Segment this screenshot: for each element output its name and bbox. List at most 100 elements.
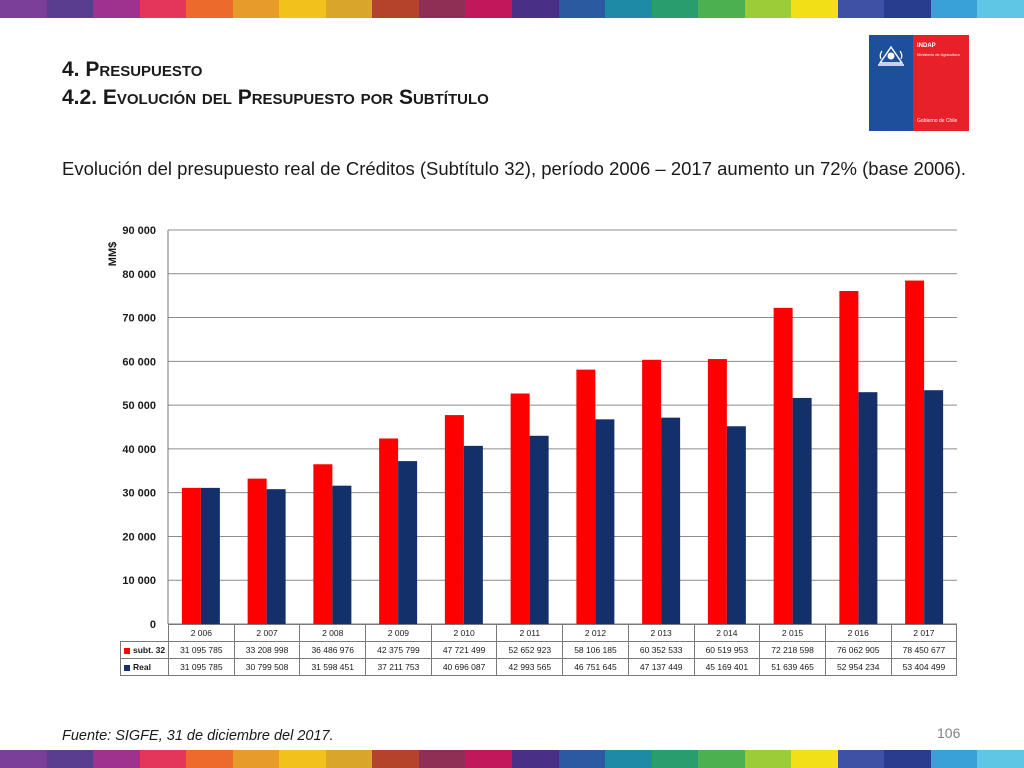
table-cell-subt32: 76 062 905 [824,641,892,659]
table-year-cell: 2 016 [824,624,892,642]
stripe-segment [232,0,280,18]
table-row-years: 2 006 2 007 2 008 2 009 2 010 2 011 2 012 2 013… [120,624,958,642]
stripe-segment [558,0,606,18]
y-tick-label: 20 000 [122,531,156,543]
table-cell-subt32: 58 106 185 [562,641,629,659]
legend-label-subt32: subt. 32 [133,645,166,655]
bar-subt32 [707,359,727,624]
table-cell-subt32: 47 721 499 [430,641,498,659]
stripe-segment [837,750,885,768]
stripe-segment [512,0,559,18]
bar-subt32 [773,307,793,624]
stripe-segment [698,750,745,768]
table-year-cell: 2 007 [233,624,301,642]
stripe-segment [46,750,94,768]
stripe-segment [884,750,931,768]
stripe-segment [279,0,326,18]
bar-real [463,445,483,624]
bar-subt32 [313,464,333,624]
table-row-real: Real 31 095 785 30 799 508 31 598 451 37 21… [120,658,958,676]
table-cell-real: 51 639 465 [759,658,826,676]
bar-subt32 [181,487,201,624]
table-year-cell: 2 015 [759,624,826,642]
stripe-segment [372,0,419,18]
table-cell-real: 40 696 087 [430,658,498,676]
bar-subt32 [379,438,399,624]
bar-real [858,392,878,624]
bar-subt32 [510,393,530,624]
stripe-segment [930,0,978,18]
stripe-segment [418,0,466,18]
logo-blue-panel [869,35,913,131]
stripe-segment [698,0,745,18]
table-cell-real: 45 169 401 [693,658,761,676]
bar-real [726,426,746,624]
stripe-segment [232,750,280,768]
bar-real [792,397,812,624]
logo-red-panel: INDAP Ministerio de Agricultura Gobierno… [913,35,969,131]
y-axis-label: MM$ [107,242,119,266]
stripe-segment [139,750,187,768]
bar-real [661,417,681,624]
stripe-segment [46,0,94,18]
y-tick-label: 10 000 [122,575,156,587]
y-tick-label: 60 000 [122,356,156,368]
bar-subt32 [642,359,662,624]
title-line-1: 4. Presupuesto [62,58,203,81]
stripe-segment [744,0,792,18]
table-year-cell: 2 012 [562,624,629,642]
chart-data-table: 2 006 2 007 2 008 2 009 2 010 2 011 2 012 2 013… [120,624,958,676]
bar-real [529,435,549,624]
stripe-segment [744,750,792,768]
slide-description: Evolución del presupuesto real de Crédit… [62,158,967,179]
table-year-cell: 2 010 [430,624,498,642]
logo-government: Gobierno de Chile [917,118,958,124]
table-cell-subt32: 60 519 953 [693,641,761,659]
table-year-cell: 2 008 [299,624,367,642]
stripe-segment [139,0,187,18]
legend-swatch-real [124,664,130,671]
table-year-cell: 2 014 [693,624,761,642]
bar-real [398,461,418,624]
title-line-2: 4.2. Evolución del Presupuesto por Subtí… [62,86,489,109]
bottom-color-stripe [0,750,1024,768]
stripe-segment [791,750,838,768]
indap-logo: INDAP Ministerio de Agricultura Gobierno… [869,35,969,131]
stripe-segment [884,0,931,18]
table-cell-subt32: 60 352 533 [627,641,695,659]
bar-subt32 [247,478,267,624]
table-year-cell: 2 011 [496,624,564,642]
stripe-segment [512,750,559,768]
stripe-segment [558,750,606,768]
stripe-segment [605,0,652,18]
bar-real [595,419,615,624]
stripe-segment [930,750,978,768]
chart-grid [167,229,957,625]
table-year-cell: 2 013 [627,624,695,642]
y-tick-label: 70 000 [122,313,156,325]
bar-real [266,489,286,624]
table-cell-subt32: 36 486 976 [299,641,367,659]
table-cell-real: 53 404 499 [890,658,958,676]
stripe-segment [837,0,885,18]
stripe-segment [465,750,513,768]
table-cell-subt32: 31 095 785 [168,641,235,659]
stripe-segment [791,0,838,18]
stripe-segment [279,750,326,768]
stripe-segment [325,0,373,18]
table-year-cell: 2 009 [365,624,432,642]
page-number: 106 [937,725,961,741]
table-year-cell: 2 017 [890,624,958,642]
y-tick-label: 80 000 [122,269,156,281]
table-cell-real: 37 211 753 [365,658,432,676]
legend-label-real: Real [133,662,151,672]
table-cell-real: 30 799 508 [233,658,301,676]
stripe-segment [651,0,699,18]
table-cell-subt32: 42 375 799 [365,641,432,659]
table-cell-subt32: 78 450 677 [890,641,958,659]
stripe-segment [93,0,140,18]
y-tick-label: 90 000 [122,225,156,237]
stripe-segment [605,750,652,768]
stripe-segment [186,750,233,768]
